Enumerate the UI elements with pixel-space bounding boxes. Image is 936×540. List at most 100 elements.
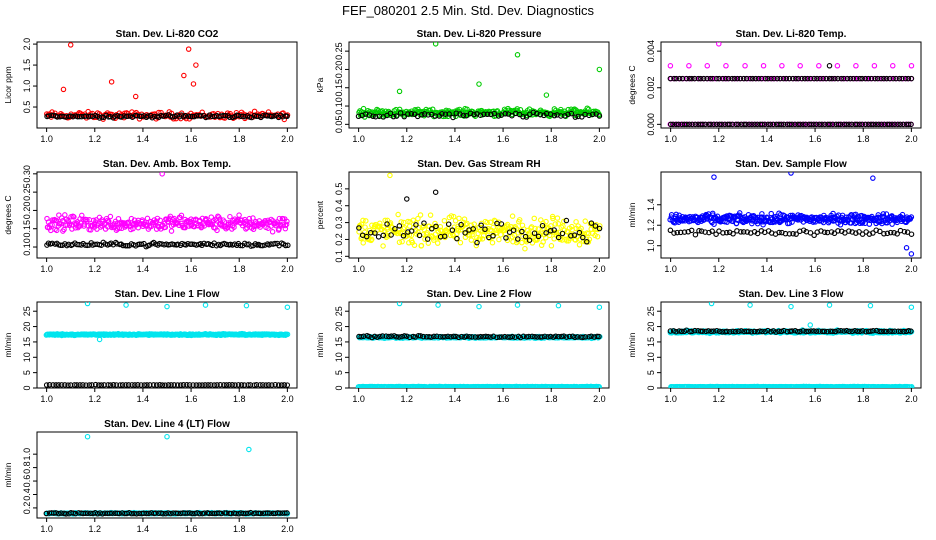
data-point [199,223,205,230]
data-point [401,224,408,231]
x-tick-label: 1.4 [137,394,150,404]
data-point [803,328,809,335]
data-point [789,328,795,334]
x-axis: 1.0 1.2 1.4 1.6 1.8 2.0 [664,388,918,404]
series-reference [356,332,602,341]
data-point [77,382,83,388]
outlier-point [903,245,910,251]
data-point [68,382,74,388]
data-point [686,75,693,82]
data-point [895,121,901,128]
y-tick-label: 0.5 [334,183,344,196]
data-point [107,213,114,220]
data-point [366,333,372,340]
data-point [741,121,747,128]
y-tick-label: 0.4 [22,488,32,501]
data-point [688,227,695,234]
x-tick-label: 2.0 [281,264,294,274]
data-point [531,230,538,236]
data-point [667,328,674,334]
data-point [555,333,562,340]
data-point [580,234,586,241]
data-point [876,328,882,335]
data-point [822,121,828,128]
data-points [355,302,603,388]
data-point [193,382,200,388]
data-point [868,75,875,82]
data-point [780,75,787,82]
x-tick-label: 1.2 [89,394,102,404]
data-point [285,242,291,249]
data-point [794,328,801,335]
data-point [45,113,52,119]
data-point [563,217,570,224]
data-point [113,382,120,388]
data-point [783,75,790,82]
data-point [129,382,135,388]
x-axis: 1.0 1.2 1.4 1.6 1.8 2.0 [664,128,918,144]
outlier-point [60,86,67,93]
data-point [437,234,443,241]
data-point [760,63,767,69]
data-point [522,245,528,252]
data-point [813,121,820,128]
x-tick-label: 2.0 [281,134,294,144]
y-tick-label: 20 [646,322,656,332]
data-point [668,121,674,128]
y-tick-label: 0.20 [22,202,32,220]
data-point [841,75,847,82]
outlier-point [596,304,603,310]
data-point [565,111,571,118]
data-point [171,382,177,388]
data-point [363,233,370,240]
data-point [362,224,368,230]
data-point [396,334,402,340]
data-point [425,112,431,118]
data-point [720,230,726,236]
data-point [750,75,756,82]
data-point [765,327,771,334]
data-point [841,328,847,334]
series-floor [668,383,915,388]
data-point [520,333,527,340]
x-tick-label: 1.2 [713,394,726,404]
data-point [372,113,379,120]
data-point [857,328,863,335]
data-point [552,221,559,227]
data-point [762,75,769,82]
data-point [86,382,93,388]
outlier-point [476,303,482,310]
data-point [516,217,523,223]
data-point [673,328,679,335]
data-point [714,75,720,82]
data-point [424,236,431,242]
data-point [899,75,905,82]
data-point [227,213,233,220]
data-point [475,334,481,340]
outlier-point [67,42,74,48]
x-tick-label: 1.6 [497,394,510,404]
data-point [808,328,814,334]
series-floor [355,383,602,388]
x-tick-label: 1.0 [40,524,53,534]
data-point [71,214,77,220]
data-point [46,224,53,231]
plot-frame [36,171,298,259]
outlier-point [826,63,833,69]
data-point [555,234,562,241]
data-point [800,227,807,233]
panel-title: Stan. Dev. Li-820 CO2 [116,29,219,40]
x-tick-label: 1.0 [664,394,677,404]
data-point [736,210,743,216]
data-point [226,114,233,121]
data-point [463,333,470,340]
outlier-point [826,302,833,308]
panel-title: Stan. Dev. Line 2 Flow [427,289,532,300]
data-point [562,113,568,119]
data-point [416,232,423,239]
outlier-point [432,189,439,195]
data-point [205,382,211,388]
data-point [776,121,782,128]
data-point [355,113,362,120]
data-point [141,382,148,388]
